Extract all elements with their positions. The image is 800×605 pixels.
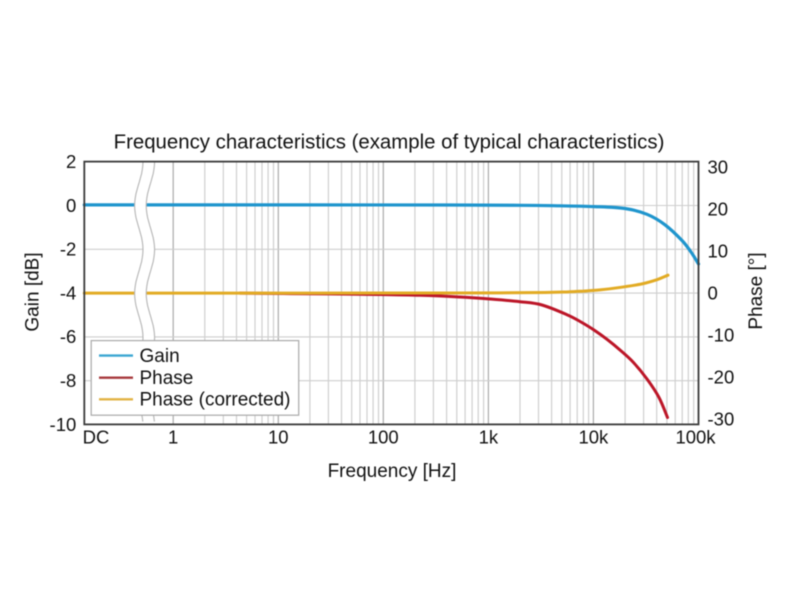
svg-text:Phase (corrected): Phase (corrected) [140,390,291,411]
svg-text:-10: -10 [708,325,735,346]
svg-text:20: 20 [708,198,729,219]
svg-text:10k: 10k [578,427,609,448]
svg-text:Phase [°]: Phase [°] [746,252,767,329]
svg-text:2: 2 [66,151,76,172]
svg-text:-6: -6 [60,326,76,347]
svg-text:0: 0 [708,282,718,303]
svg-text:100: 100 [368,427,399,448]
svg-text:Gain [dB]: Gain [dB] [22,252,43,331]
svg-text:-20: -20 [708,367,735,388]
svg-text:30: 30 [708,156,729,177]
svg-text:-10: -10 [50,414,77,435]
svg-text:10: 10 [268,427,289,448]
svg-text:Phase: Phase [140,368,194,389]
svg-text:Frequency characteristics (exa: Frequency characteristics (example of ty… [114,132,665,154]
svg-text:10: 10 [708,240,729,261]
svg-text:0: 0 [66,195,76,216]
svg-text:Gain: Gain [140,346,180,367]
svg-text:1: 1 [168,427,178,448]
svg-text:-8: -8 [60,370,76,391]
svg-text:100k: 100k [675,427,716,448]
svg-text:Frequency [Hz]: Frequency [Hz] [328,461,457,482]
svg-text:-2: -2 [60,239,76,260]
svg-text:1k: 1k [479,427,499,448]
svg-text:-4: -4 [60,282,76,303]
svg-text:-30: -30 [708,409,735,430]
svg-text:DC: DC [83,427,110,448]
